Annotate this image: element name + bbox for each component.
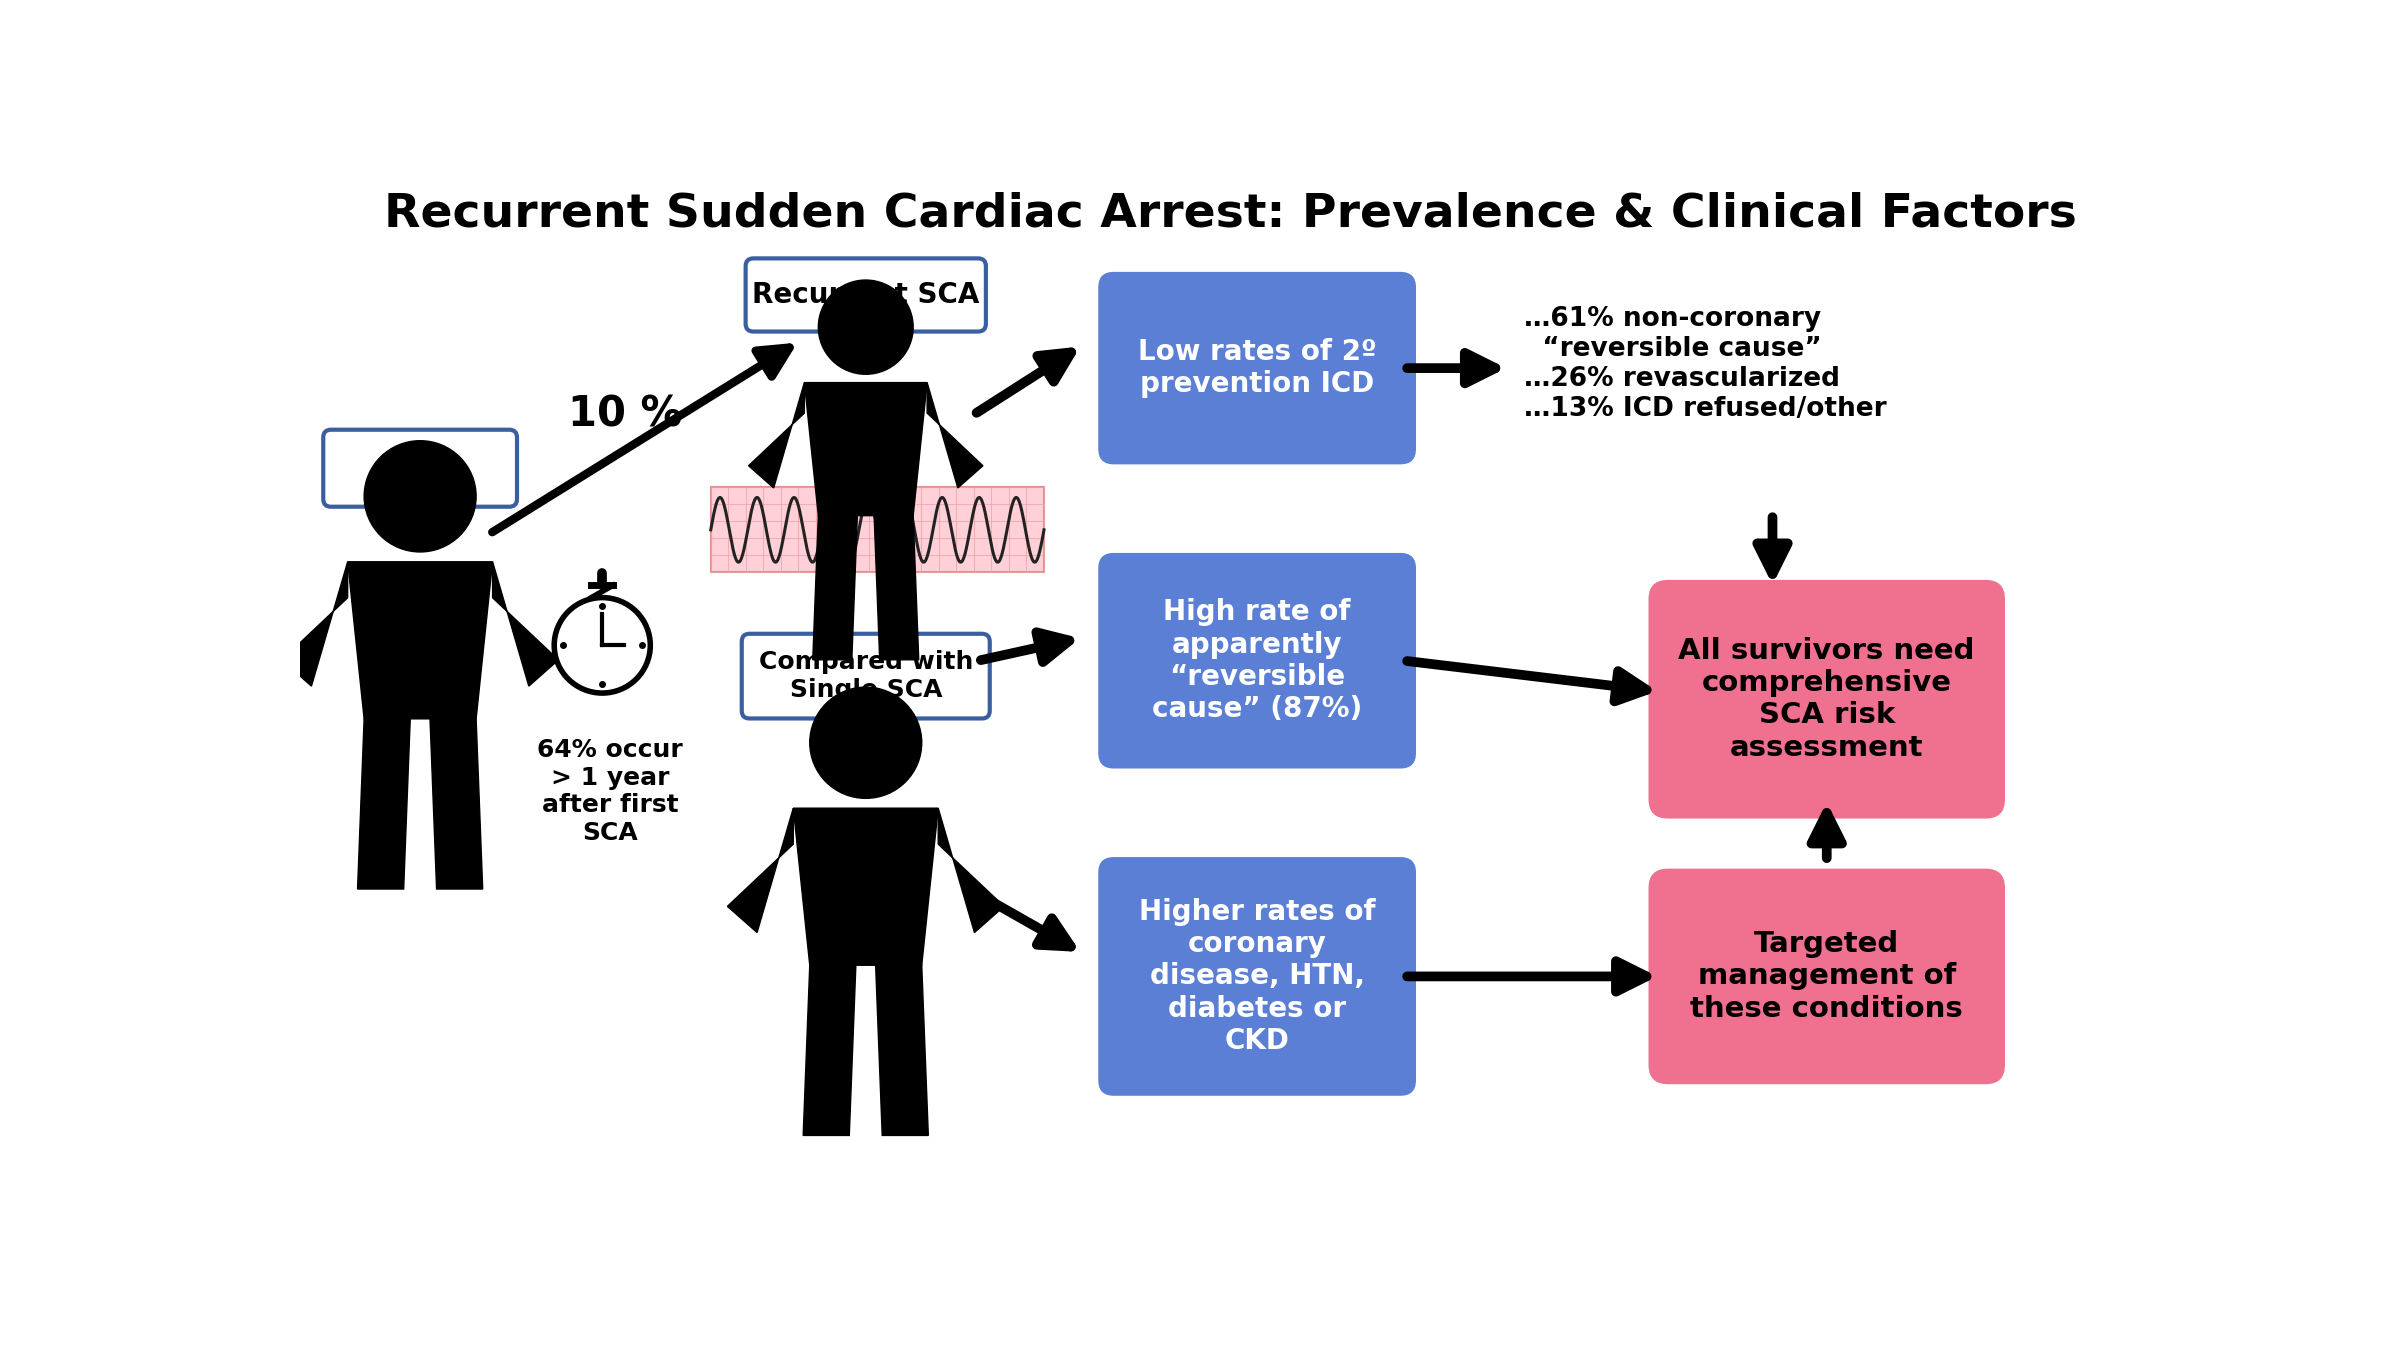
Polygon shape bbox=[876, 965, 929, 1135]
Circle shape bbox=[365, 441, 475, 551]
FancyBboxPatch shape bbox=[1099, 272, 1416, 464]
Polygon shape bbox=[492, 562, 559, 686]
Text: Low rates of 2º
prevention ICD: Low rates of 2º prevention ICD bbox=[1138, 338, 1378, 398]
FancyBboxPatch shape bbox=[746, 259, 986, 332]
FancyBboxPatch shape bbox=[1099, 553, 1416, 768]
FancyBboxPatch shape bbox=[1649, 580, 2004, 818]
Polygon shape bbox=[926, 383, 984, 488]
Polygon shape bbox=[804, 965, 857, 1135]
Text: 10 %: 10 % bbox=[569, 394, 682, 435]
Text: Higher rates of
coronary
disease, HTN,
diabetes or
CKD: Higher rates of coronary disease, HTN, d… bbox=[1140, 898, 1375, 1055]
Text: Recurrent SCA: Recurrent SCA bbox=[751, 280, 979, 309]
Bar bbox=[710, 488, 1044, 572]
Polygon shape bbox=[804, 383, 926, 516]
Text: Compared with
Single SCA: Compared with Single SCA bbox=[758, 650, 972, 702]
Text: SCA: SCA bbox=[379, 452, 461, 485]
Text: Targeted
management of
these conditions: Targeted management of these conditions bbox=[1690, 930, 1963, 1023]
Polygon shape bbox=[938, 809, 1003, 933]
Circle shape bbox=[809, 687, 922, 798]
Circle shape bbox=[818, 280, 912, 375]
Text: All survivors need
comprehensive
SCA risk
assessment: All survivors need comprehensive SCA ris… bbox=[1678, 636, 1975, 762]
FancyBboxPatch shape bbox=[1099, 857, 1416, 1096]
Polygon shape bbox=[794, 809, 938, 965]
FancyBboxPatch shape bbox=[742, 634, 989, 718]
FancyBboxPatch shape bbox=[1649, 868, 2004, 1084]
Polygon shape bbox=[430, 718, 482, 890]
Text: High rate of
apparently
“reversible
cause” (87%): High rate of apparently “reversible caus… bbox=[1152, 599, 1363, 724]
Polygon shape bbox=[814, 516, 857, 659]
FancyBboxPatch shape bbox=[324, 430, 516, 507]
Text: Recurrent Sudden Cardiac Arrest: Prevalence & Clinical Factors: Recurrent Sudden Cardiac Arrest: Prevale… bbox=[384, 191, 2076, 236]
Polygon shape bbox=[358, 718, 410, 890]
Text: 64% occur
> 1 year
after first
SCA: 64% occur > 1 year after first SCA bbox=[538, 737, 684, 845]
Polygon shape bbox=[281, 562, 348, 686]
Polygon shape bbox=[727, 809, 794, 933]
Text: …61% non-coronary
  “reversible cause”
…26% revascularized
…13% ICD refused/othe: …61% non-coronary “reversible cause” …26… bbox=[1524, 306, 1886, 422]
Polygon shape bbox=[749, 383, 804, 488]
Polygon shape bbox=[874, 516, 919, 659]
Polygon shape bbox=[348, 562, 492, 718]
